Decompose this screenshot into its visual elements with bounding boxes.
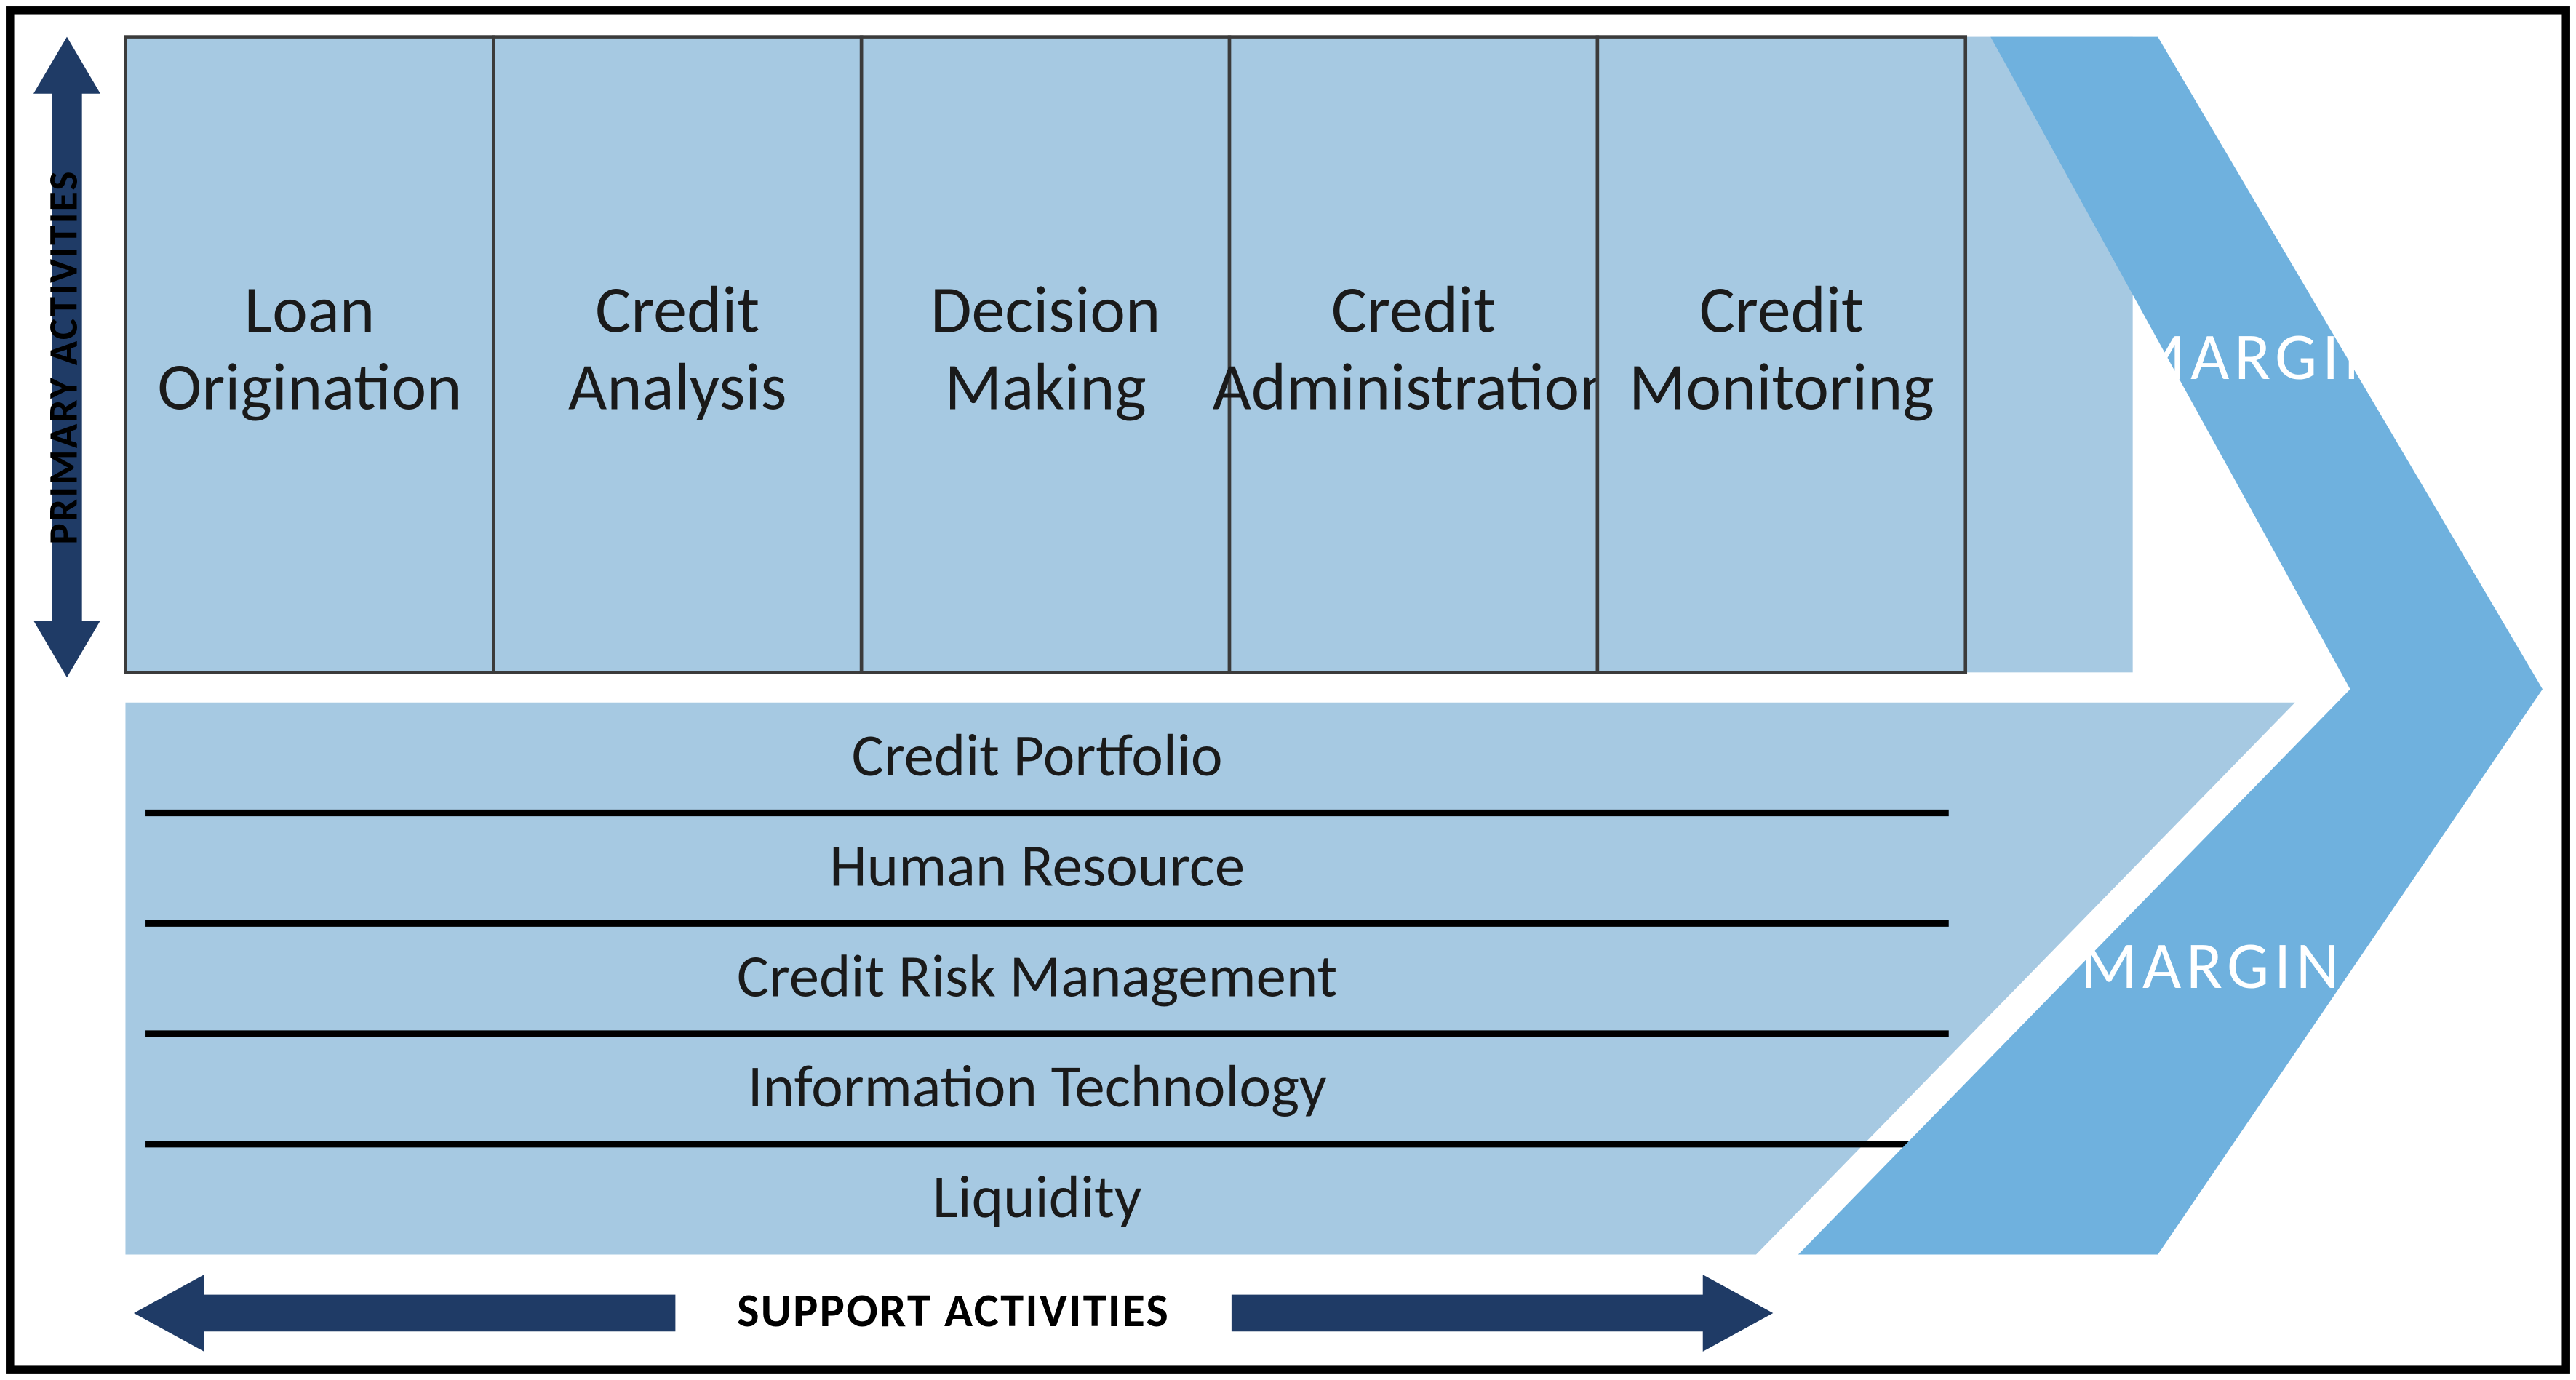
support-row-label: Liquidity xyxy=(933,1160,1141,1234)
primary-cell-label: Loan xyxy=(244,268,375,351)
primary-cell-label: Credit xyxy=(1331,268,1496,351)
value-chain-diagram: LoanOriginationCreditAnalysisDecisionMak… xyxy=(0,0,2576,1380)
primary-cell-label: Origination xyxy=(157,345,461,427)
primary-cell-label: Making xyxy=(944,345,1146,427)
primary-axis-label: PRIMARY ACTIVITIES xyxy=(38,169,87,544)
primary-cell-label: Credit xyxy=(595,268,759,351)
primary-cell-label: Decision xyxy=(930,268,1160,351)
margin-label: MARGIN xyxy=(2080,924,2344,1006)
primary-cell-label: Monitoring xyxy=(1629,345,1934,427)
primary-cell-label: Administration xyxy=(1213,345,1615,427)
support-row-label: Credit Portfolio xyxy=(852,719,1223,792)
support-row-label: Information Technology xyxy=(748,1050,1327,1123)
support-row-label: Human Resource xyxy=(829,829,1245,903)
margin-label: MARGIN xyxy=(2129,315,2393,397)
support-row-label: Credit Risk Management xyxy=(737,939,1337,1013)
primary-cell-label: Credit xyxy=(1699,268,1864,351)
primary-cell-label: Analysis xyxy=(568,345,787,427)
support-axis-label: SUPPORT ACTIVITIES xyxy=(737,1283,1170,1339)
